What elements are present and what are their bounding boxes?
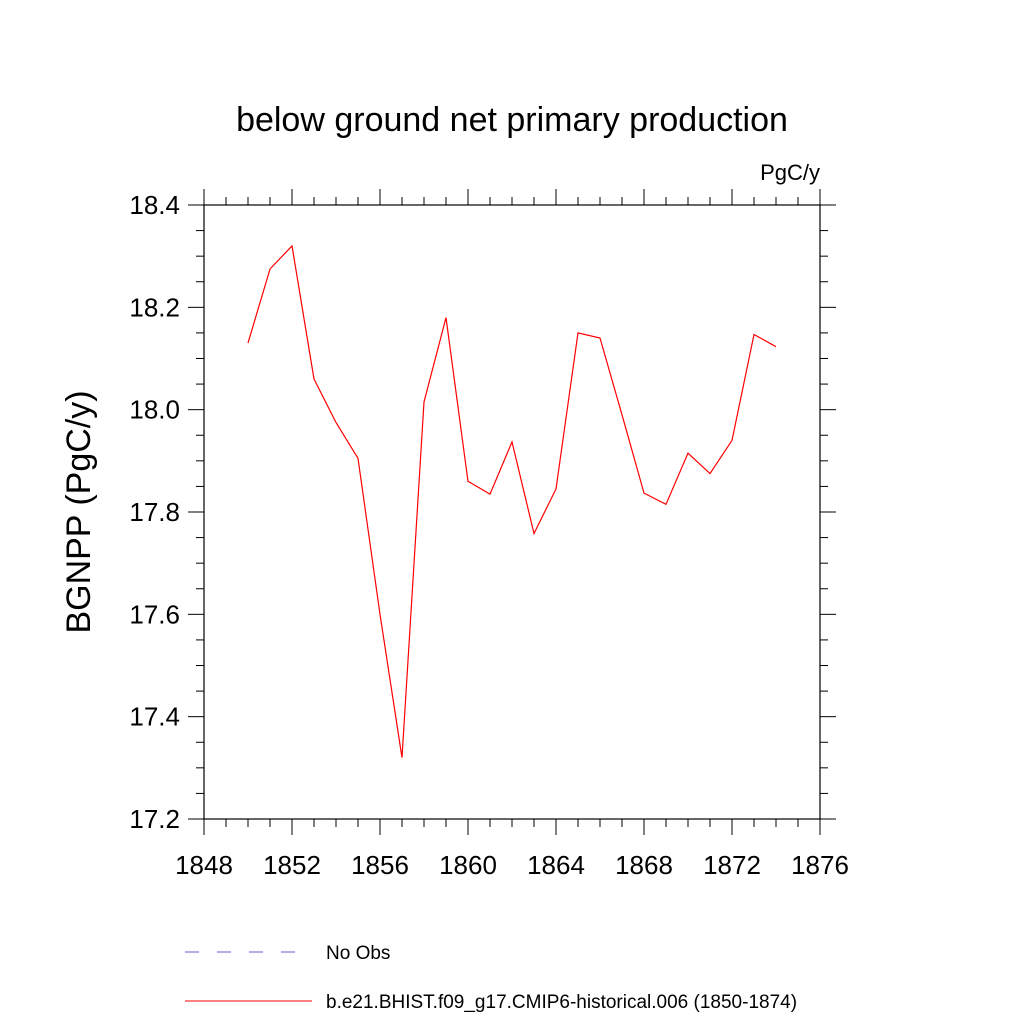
x-tick-label: 1860 bbox=[439, 850, 497, 880]
plot-series bbox=[247, 244, 777, 758]
x-tick-label: 1864 bbox=[527, 850, 585, 880]
y-tick-label: 17.4 bbox=[129, 702, 180, 732]
x-tick-label: 1852 bbox=[263, 850, 321, 880]
chart-title: below ground net primary production bbox=[236, 101, 788, 139]
axes: 1848 1852 1856 1860 1864 1868 1872 1876 17.2 17.4… bbox=[129, 189, 849, 880]
y-axis-label: BGNPP (PgC/y) bbox=[60, 390, 98, 633]
x-tick-label: 1856 bbox=[351, 850, 409, 880]
units-label: PgC/y bbox=[760, 160, 820, 185]
y-tick-label: 17.8 bbox=[129, 497, 180, 527]
y-tick-label: 18.4 bbox=[129, 190, 180, 220]
legend-label-0: No Obs bbox=[326, 943, 390, 964]
y-tick-label: 18.0 bbox=[129, 395, 180, 425]
y-tick-label: 17.6 bbox=[129, 599, 180, 629]
y-tick-label: 18.2 bbox=[129, 292, 180, 322]
legend-label-1: b.e21.BHIST.f09_g17.CMIP6-historical.006… bbox=[326, 992, 797, 1013]
x-tick-label: 1868 bbox=[615, 850, 673, 880]
legend: No Obs b.e21.BHIST.f09_g17.CMIP6-historic… bbox=[185, 943, 797, 1013]
x-tick-label: 1872 bbox=[703, 850, 761, 880]
x-tick-label: 1848 bbox=[175, 850, 233, 880]
y-tick-label: 17.2 bbox=[129, 804, 180, 834]
series-line bbox=[247, 244, 777, 758]
plot-frame bbox=[203, 204, 821, 820]
x-tick-label: 1876 bbox=[791, 850, 849, 880]
